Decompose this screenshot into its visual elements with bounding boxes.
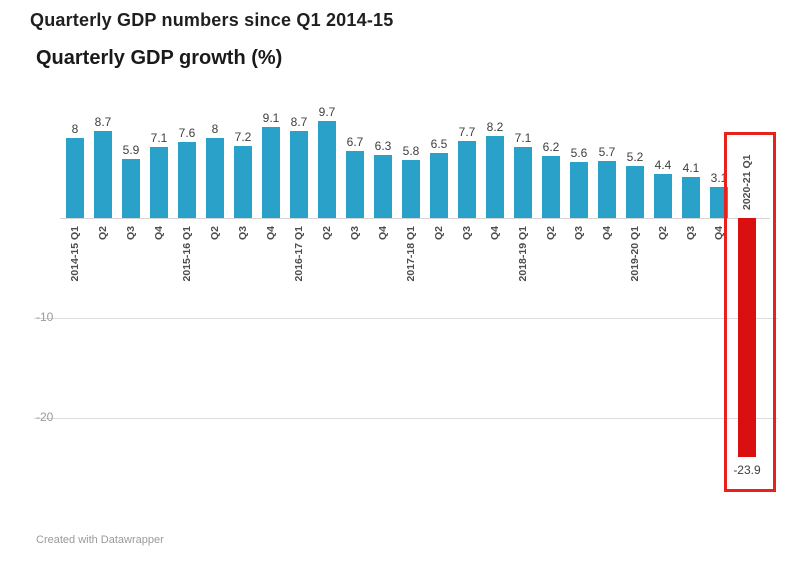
category-label: Q2 bbox=[321, 226, 333, 241]
category-label: Q4 bbox=[153, 226, 165, 241]
bar-value-label: 4.1 bbox=[682, 161, 700, 175]
bar-value-label: 7.1 bbox=[150, 131, 168, 145]
category-label: Q4 bbox=[377, 226, 389, 241]
category-label: 2014-15 Q1 bbox=[69, 226, 81, 282]
bar bbox=[262, 127, 280, 218]
bar bbox=[654, 174, 672, 218]
bar bbox=[570, 162, 588, 218]
category-label: Q2 bbox=[209, 226, 221, 241]
bar-value-label: -23.9 bbox=[733, 463, 761, 477]
bar-value-label: 6.7 bbox=[346, 135, 364, 149]
bar bbox=[514, 147, 532, 218]
bar-value-label: 5.8 bbox=[402, 144, 420, 158]
chart-card: Quarterly GDP growth (%) -10 -20 8 2014-15 … bbox=[30, 47, 780, 546]
category-label: 2017-18 Q1 bbox=[405, 226, 417, 282]
chart-title: Quarterly GDP growth (%) bbox=[36, 47, 283, 69]
category-label: Q3 bbox=[349, 226, 361, 241]
bar bbox=[626, 166, 644, 218]
bar-value-label: 8.7 bbox=[290, 115, 308, 129]
category-label: 2016-17 Q1 bbox=[293, 226, 305, 282]
bar-value-label: 9.7 bbox=[318, 105, 336, 119]
category-label: Q3 bbox=[573, 226, 585, 241]
category-label: Q3 bbox=[685, 226, 697, 241]
category-label: 2020-21 Q1 bbox=[741, 154, 753, 210]
bar bbox=[402, 160, 420, 218]
bar bbox=[178, 142, 196, 218]
bar bbox=[738, 218, 756, 457]
zero-axis-line bbox=[60, 218, 770, 219]
category-label: Q2 bbox=[433, 226, 445, 241]
category-label: Q4 bbox=[265, 226, 277, 241]
gridline bbox=[34, 418, 778, 419]
category-label: Q3 bbox=[461, 226, 473, 241]
bar-value-label: 5.7 bbox=[598, 145, 616, 159]
category-label: Q4 bbox=[601, 226, 613, 241]
bar bbox=[66, 138, 84, 218]
bar-value-label: 7.6 bbox=[178, 126, 196, 140]
bar-value-label: 6.2 bbox=[542, 140, 560, 154]
bar-value-label: 5.9 bbox=[122, 143, 140, 157]
bar-chart: -10 -20 8 2014-15 Q1 8.7 Q2 5.9 Q3 7.1 Q4 7.6 2015-… bbox=[30, 80, 780, 532]
bar bbox=[346, 151, 364, 218]
bar bbox=[458, 141, 476, 218]
bar-value-label: 7.7 bbox=[458, 125, 476, 139]
bar-value-label: 8.2 bbox=[486, 120, 504, 134]
bar-value-label: 7.2 bbox=[234, 130, 252, 144]
y-tick-label: -20 bbox=[36, 410, 54, 424]
bar-value-label: 7.1 bbox=[514, 131, 532, 145]
bar bbox=[542, 156, 560, 218]
category-label: Q4 bbox=[713, 226, 725, 241]
bar bbox=[374, 155, 392, 218]
bar bbox=[290, 131, 308, 218]
category-label: 2015-16 Q1 bbox=[181, 226, 193, 282]
bar-value-label: 8 bbox=[211, 122, 219, 136]
bar-value-label: 3.1 bbox=[710, 171, 728, 185]
bar bbox=[710, 187, 728, 218]
chart-footer: Created with Datawrapper bbox=[36, 534, 164, 546]
category-label: Q2 bbox=[97, 226, 109, 241]
bar-value-label: 4.4 bbox=[654, 158, 672, 172]
bar bbox=[234, 146, 252, 218]
bar bbox=[122, 159, 140, 218]
gridline bbox=[34, 318, 778, 319]
bar bbox=[94, 131, 112, 218]
bar-value-label: 8.7 bbox=[94, 115, 112, 129]
category-label: Q4 bbox=[489, 226, 501, 241]
category-label: Q3 bbox=[237, 226, 249, 241]
bar bbox=[150, 147, 168, 218]
bar bbox=[206, 138, 224, 218]
bar-value-label: 5.2 bbox=[626, 150, 644, 164]
bar bbox=[318, 121, 336, 218]
bar-value-label: 9.1 bbox=[262, 111, 280, 125]
bar bbox=[682, 177, 700, 218]
bar-value-label: 6.3 bbox=[374, 139, 392, 153]
bar bbox=[598, 161, 616, 218]
page-title: Quarterly GDP numbers since Q1 2014-15 bbox=[30, 10, 394, 30]
category-label: 2019-20 Q1 bbox=[629, 226, 641, 282]
bar-value-label: 6.5 bbox=[430, 137, 448, 151]
bar-value-label: 8 bbox=[71, 122, 79, 136]
bar bbox=[486, 136, 504, 218]
category-label: Q3 bbox=[125, 226, 137, 241]
category-label: Q2 bbox=[657, 226, 669, 241]
bar-value-label: 5.6 bbox=[570, 146, 588, 160]
category-label: 2018-19 Q1 bbox=[517, 226, 529, 282]
category-label: Q2 bbox=[545, 226, 557, 241]
y-tick-label: -10 bbox=[36, 310, 54, 324]
bar bbox=[430, 153, 448, 218]
